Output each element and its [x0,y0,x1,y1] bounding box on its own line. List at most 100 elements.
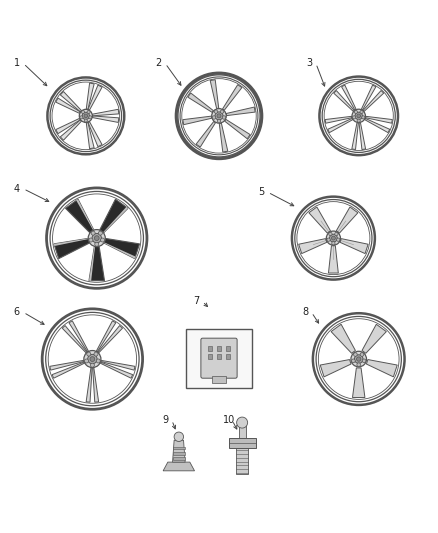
Polygon shape [92,116,119,123]
Bar [239,424,246,438]
Circle shape [91,231,95,235]
Circle shape [84,114,88,118]
Polygon shape [163,462,194,471]
Circle shape [329,232,332,236]
Polygon shape [353,368,365,398]
Bar [217,346,221,351]
Polygon shape [104,238,140,259]
Circle shape [212,109,226,123]
Circle shape [362,359,366,362]
Bar [212,376,226,383]
Polygon shape [328,246,338,273]
Polygon shape [56,98,80,114]
Polygon shape [366,116,392,123]
Circle shape [89,116,92,119]
Polygon shape [76,199,94,230]
Circle shape [94,352,98,356]
Circle shape [332,236,336,240]
Polygon shape [86,83,94,109]
Polygon shape [66,199,94,233]
Polygon shape [88,85,102,110]
Polygon shape [56,118,80,134]
Circle shape [84,119,87,122]
Polygon shape [352,123,358,150]
Polygon shape [54,238,90,259]
Polygon shape [183,116,212,125]
Polygon shape [100,199,128,233]
Polygon shape [103,207,128,233]
Circle shape [80,116,83,119]
Polygon shape [336,207,358,233]
Polygon shape [331,324,355,353]
Polygon shape [367,360,397,377]
Circle shape [88,230,105,247]
Polygon shape [96,321,116,353]
Polygon shape [69,321,89,353]
Polygon shape [342,85,356,110]
Polygon shape [226,107,255,116]
Circle shape [220,110,224,114]
Polygon shape [92,109,119,116]
Circle shape [360,110,363,114]
Polygon shape [359,123,366,150]
Text: 6: 6 [14,308,20,317]
Circle shape [237,417,247,428]
Circle shape [362,116,365,119]
Circle shape [214,110,218,114]
Polygon shape [88,122,102,147]
Text: 1: 1 [14,59,20,68]
Circle shape [335,232,338,236]
Bar [173,447,185,449]
Circle shape [101,238,105,242]
Polygon shape [104,243,136,259]
Text: 3: 3 [306,59,312,68]
Polygon shape [334,91,354,111]
Circle shape [354,355,363,364]
Polygon shape [62,326,88,354]
Polygon shape [363,91,384,111]
Polygon shape [92,367,99,402]
Polygon shape [86,123,94,149]
Polygon shape [225,119,250,139]
Circle shape [85,359,88,363]
Polygon shape [50,360,85,370]
Polygon shape [188,93,213,112]
Bar [226,346,230,351]
Polygon shape [325,116,352,123]
Polygon shape [99,360,135,370]
Polygon shape [60,92,81,112]
Polygon shape [340,239,368,254]
Polygon shape [365,118,390,133]
Circle shape [96,359,100,363]
Polygon shape [52,361,86,378]
Polygon shape [97,326,123,354]
Circle shape [354,110,357,114]
Bar [208,346,212,351]
Bar [236,448,248,474]
Bar [173,452,185,455]
Circle shape [87,352,91,356]
Polygon shape [328,118,353,133]
Polygon shape [223,85,242,110]
Polygon shape [299,239,327,254]
Circle shape [360,353,364,357]
Circle shape [84,351,101,368]
Text: 5: 5 [258,187,265,197]
Circle shape [90,363,95,367]
Circle shape [90,357,95,361]
Circle shape [217,119,221,123]
Polygon shape [320,360,351,377]
Polygon shape [60,120,81,140]
Bar [226,354,230,359]
Text: 10: 10 [223,415,235,425]
Circle shape [357,363,360,367]
Circle shape [353,353,357,357]
Text: 8: 8 [302,308,308,317]
Circle shape [357,357,361,361]
FancyBboxPatch shape [201,338,237,378]
Polygon shape [362,324,386,353]
Circle shape [351,351,367,367]
Bar [229,438,256,448]
Text: 7: 7 [193,296,199,306]
Bar [173,457,185,460]
